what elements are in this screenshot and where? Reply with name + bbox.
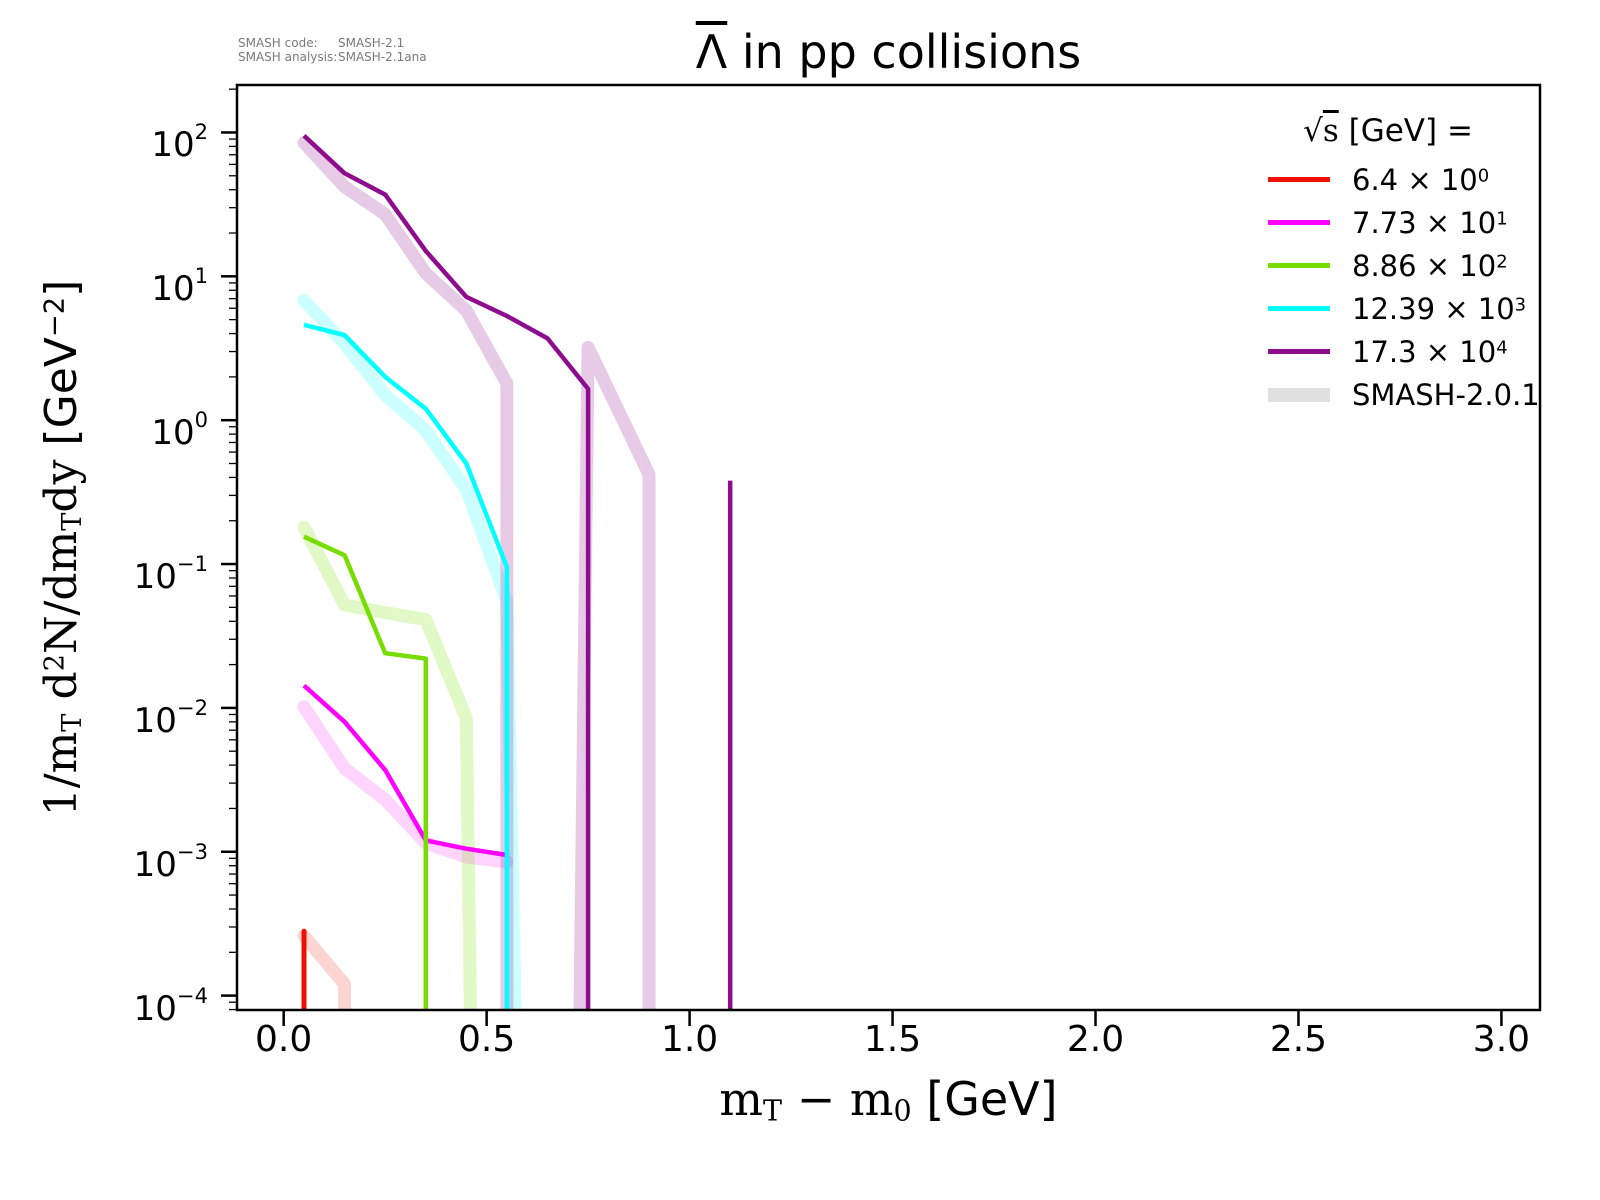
annotation-value: SMASH-2.1 — [338, 36, 405, 50]
legend-swatch — [1268, 220, 1330, 225]
legend-label: SMASH-2.0.1 — [1352, 377, 1540, 412]
legend-title: √s [GeV] = — [1303, 113, 1473, 149]
legend-label: 8.86 × 102 — [1352, 248, 1508, 283]
y-tick-label: 102 — [151, 119, 208, 166]
legend-label: 6.4 × 100 — [1352, 162, 1490, 197]
y-tick-label: 101 — [151, 263, 208, 310]
legend-entry: 6.4 × 100 — [1238, 158, 1538, 201]
x-tick-label: 3.0 — [1472, 1019, 1531, 1060]
x-tick-label: 2.5 — [1269, 1019, 1328, 1060]
y-tick-label: 10−2 — [133, 694, 208, 741]
x-tick-label: 1.5 — [863, 1019, 922, 1060]
x-axis-label: mT − m0 [GeV] — [719, 1072, 1058, 1128]
y-tick-label: 10−3 — [133, 838, 208, 885]
annotation-key: SMASH code: — [238, 36, 318, 50]
series-line-smash201-purple-a — [297, 136, 514, 1010]
series-line-smash201-green — [297, 520, 477, 1010]
annotation-key: SMASH analysis: — [238, 50, 338, 64]
series-line-sqrt-s-17.3e4 — [302, 134, 591, 1010]
legend-swatch — [1268, 263, 1330, 268]
x-tick-label: 0.0 — [255, 1019, 313, 1060]
legend-entry: 8.86 × 102 — [1238, 244, 1538, 287]
x-tick-label: 0.5 — [457, 1019, 516, 1060]
legend-swatch — [1268, 177, 1330, 182]
y-tick-label: 100 — [151, 407, 208, 453]
annotation-line: SMASH code: SMASH-2.1 — [238, 36, 427, 50]
legend-entry: 17.3 × 104 — [1238, 330, 1538, 373]
legend-entry: 7.73 × 101 — [1238, 201, 1538, 244]
legend-label: 12.39 × 103 — [1352, 291, 1527, 326]
axes-frame — [235, 83, 1542, 1012]
annotation-value: SMASH-2.1ana — [338, 50, 427, 64]
legend-label: 17.3 × 104 — [1352, 334, 1508, 369]
annotation-line: SMASH analysis: SMASH-2.1ana — [238, 50, 427, 64]
legend: √s [GeV] = 6.4 × 100 7.73 × 101 8.86 × 102… — [1238, 104, 1540, 416]
series-line-smash201-red — [297, 929, 352, 1010]
series-line-sqrt-s-7.73e1 — [302, 683, 508, 858]
legend-swatch — [1268, 306, 1330, 311]
x-tick-label: 2.0 — [1066, 1019, 1125, 1060]
series-line-sqrt-s-12.39e3 — [303, 322, 510, 1010]
y-tick-label: 10−1 — [133, 551, 208, 597]
legend-entry: 12.39 × 103 — [1238, 287, 1538, 330]
axis-ticks — [221, 88, 1503, 1026]
series-line-smash201-magenta — [297, 700, 514, 869]
legend-entry: SMASH-2.0.1 — [1238, 373, 1540, 416]
y-tick-label: 10−4 — [133, 982, 208, 1029]
legend-swatch — [1268, 387, 1330, 402]
chart-title: Λ in pp collisions — [695, 25, 1082, 79]
series-line-sqrt-s-8.86e2 — [303, 534, 429, 1010]
series-line-smash201-purple-b — [573, 341, 656, 1010]
legend-label: 7.73 × 101 — [1352, 205, 1508, 240]
smash-annotation: SMASH code: SMASH-2.1 SMASH analysis: SM… — [238, 36, 427, 64]
legend-swatch — [1268, 349, 1330, 354]
x-tick-label: 1.0 — [660, 1019, 719, 1060]
